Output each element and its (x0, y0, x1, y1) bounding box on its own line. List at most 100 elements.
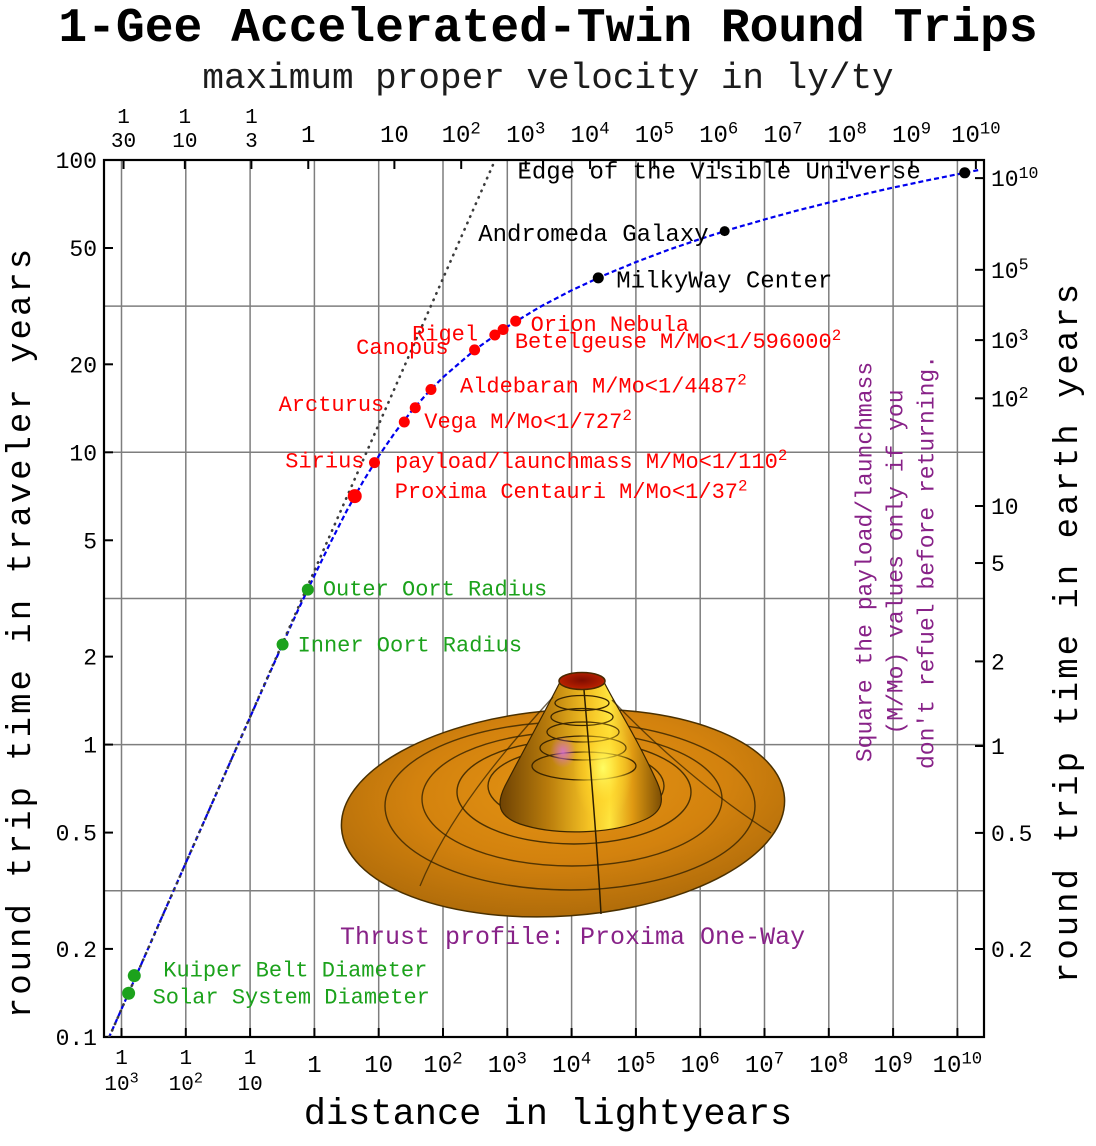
marker-dot-andromeda-galaxy (719, 226, 730, 237)
marker-dot-rigel (497, 324, 509, 336)
top-tick-label: 1 (117, 107, 130, 130)
right-tick-label: 103 (991, 326, 1029, 355)
x-tick-label: 103 (488, 1050, 527, 1080)
marker-dot-canopus (469, 344, 481, 356)
marker-label-sirius: Sirius (285, 450, 364, 475)
x-tick-label: 1 (244, 1048, 257, 1071)
curves (107, 160, 981, 1037)
thrust-profile-note: Thrust profile: Proxima One-Way (340, 923, 805, 952)
x-tick-label: 10 (237, 1074, 262, 1097)
top-tick-label: 1 (301, 123, 315, 150)
marker-dot-aldebaran (425, 384, 437, 396)
surface-violet-spot (550, 736, 576, 768)
right-tick-label: 102 (991, 384, 1029, 413)
left-tick-label: 0.1 (56, 1026, 97, 1052)
right-tick-label: 1010 (991, 164, 1038, 193)
marker-dot-inner-oort-radius (276, 638, 289, 651)
x-tick-label: 10 (364, 1053, 393, 1080)
left-tick-label: 0.2 (56, 938, 97, 964)
top-tick-label: 106 (699, 120, 738, 150)
x-tick-label: 102 (423, 1050, 462, 1080)
thrust-profile-surface (340, 671, 786, 918)
top-tick-label: 105 (635, 120, 674, 150)
plot-frame (102, 158, 986, 1039)
x-tick-label: 1 (115, 1048, 128, 1071)
marker-label-rigel: Rigel (412, 323, 478, 348)
marker-label-edge-visible-universe: Edge of the Visible Universe (517, 159, 920, 186)
left-tick-label: 1 (83, 734, 97, 760)
top-tick-label: 109 (892, 120, 931, 150)
x-tick-label: 103 (104, 1069, 138, 1097)
marker-label-andromeda-galaxy: Andromeda Galaxy (478, 222, 708, 249)
marker-label-canopus: Canopus (356, 336, 448, 361)
right-tick-label: 0.5 (991, 822, 1032, 848)
marker-dot-vega (398, 416, 410, 428)
marker-dot-edge-visible-universe (959, 167, 971, 179)
x-tick-label: 1 (179, 1048, 192, 1071)
right-tick-label: 1 (991, 735, 1005, 761)
left-tick-label: 5 (83, 529, 97, 555)
marker-label-betelgeuse: Betelgeuse M/Mo<1/5960002 (515, 327, 841, 355)
top-tick-label: 104 (570, 120, 609, 150)
series-relativistic (107, 168, 981, 1037)
x-tick-label: 108 (809, 1050, 848, 1080)
marker-label-aldebaran: Aldebaran M/Mo<1/44872 (460, 372, 747, 400)
right-tick-label: 105 (991, 256, 1029, 285)
marker-dot-proxima-centauri (347, 489, 362, 504)
x-axis-title: distance in lightyears (303, 1094, 793, 1136)
marker-dot-sirius (368, 457, 380, 469)
refuel-note-line: don't refuel before returning. (914, 354, 941, 770)
marker-label-arcturus: Arcturus (279, 393, 385, 418)
marker-label-inner-oort-radius: Inner Oort Radius (298, 634, 522, 659)
left-tick-label: 10 (69, 441, 97, 467)
marker-dot-milkyway-center (592, 272, 604, 284)
x-tick-label: 107 (745, 1050, 784, 1080)
top-axis-title: maximum proper velocity in ly/ty (202, 58, 894, 99)
left-tick-label: 100 (56, 149, 97, 175)
top-tick-label: 102 (442, 120, 481, 150)
x-tick-label: 1010 (933, 1050, 983, 1080)
left-tick-label: 20 (69, 353, 97, 379)
refuel-note: Square the payload/launchmass (M/Mo) val… (851, 355, 944, 769)
top-tick-label: 1010 (951, 120, 1001, 150)
right-tick-label: 10 (991, 495, 1019, 521)
surface-ring (554, 694, 610, 712)
top-tick-label: 30 (111, 131, 136, 154)
x-tick-label: 102 (169, 1069, 203, 1097)
top-tick-label: 10 (380, 123, 409, 150)
marker-label-kuiper-belt-diameter: Kuiper Belt Diameter (163, 959, 427, 984)
right-tick-label: 0.2 (991, 938, 1032, 964)
series-newtonian (108, 160, 497, 1037)
x-tick-label: 106 (681, 1050, 720, 1080)
marker-label-outer-oort-radius: Outer Oort Radius (323, 578, 547, 603)
marker-dot-betelgeuse (489, 329, 501, 341)
x-tick-label: 105 (616, 1050, 655, 1080)
top-tick-label: 1 (179, 107, 192, 130)
surface-highlight (573, 713, 633, 823)
right-tick-label: 2 (991, 650, 1005, 676)
refuel-note-line: Square the payload/launchmass (852, 361, 879, 763)
x-tick-label: 104 (552, 1050, 591, 1080)
top-tick-label: 107 (763, 120, 802, 150)
marker-dot-kuiper-belt-diameter (127, 969, 141, 983)
marker-label-solar-system-diameter: Solar System Diameter (153, 985, 430, 1010)
frame-border (102, 158, 986, 1039)
marker-label-vega: Vega M/Mo<1/7272 (424, 407, 632, 435)
marker-dot-solar-system-diameter (122, 986, 136, 1000)
surface-meridian (611, 699, 772, 834)
marker-label-proxima-centauri: Proxima Centauri M/Mo<1/372 (395, 477, 748, 505)
top-tick-label: 1 (245, 107, 258, 130)
top-tick-label: 108 (828, 120, 867, 150)
left-tick-label: 2 (83, 646, 97, 672)
left-tick-label: 0.5 (56, 822, 97, 848)
surface-crater (558, 671, 606, 691)
top-tick-label: 10 (172, 131, 197, 154)
chart-title: 1-Gee Accelerated-Twin Round Trips (58, 2, 1038, 56)
surface-meridian (583, 689, 602, 915)
top-tick-label: 3 (245, 131, 258, 154)
marker-dot-outer-oort-radius (301, 583, 314, 596)
left-tick-label: 50 (69, 237, 97, 263)
x-tick-label: 109 (874, 1050, 913, 1080)
